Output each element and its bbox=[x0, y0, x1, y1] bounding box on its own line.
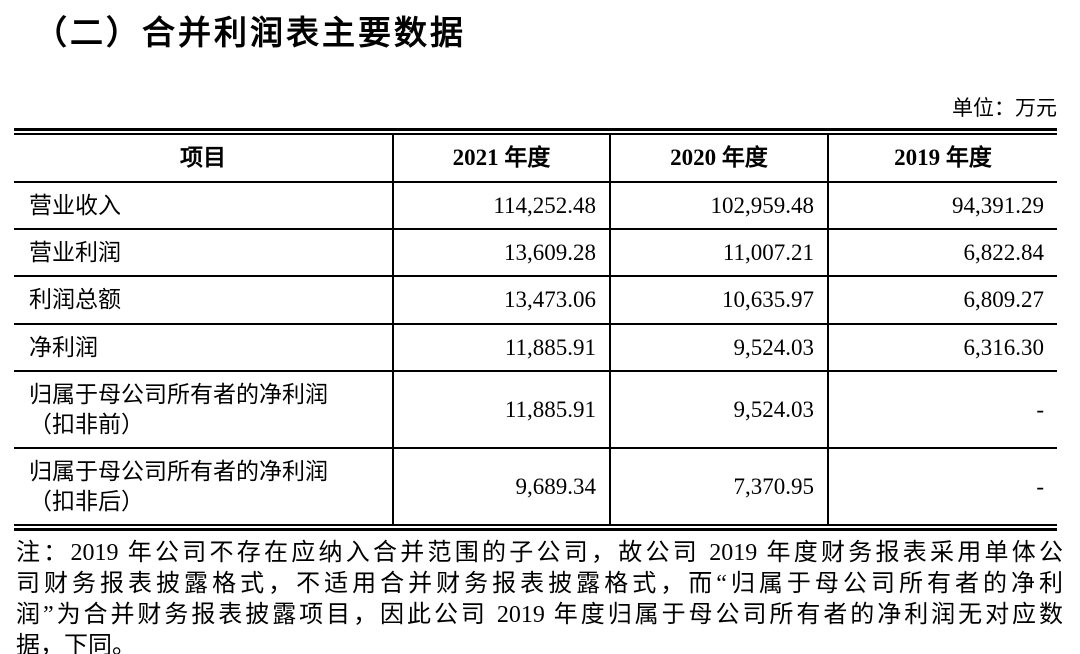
cell-2021: 114,252.48 bbox=[392, 180, 611, 231]
footnote-line: 注：2019 年公司不存在应纳入合并范围的子公司，故公司 2019 年度财务报表… bbox=[16, 540, 1063, 567]
row-label: 营业利润 bbox=[13, 227, 394, 278]
cell-2019: - bbox=[827, 447, 1058, 526]
row-label-line2: （扣非后） bbox=[29, 488, 144, 514]
table-top-double-rule bbox=[14, 128, 1057, 136]
cell-2020: 7,370.95 bbox=[609, 447, 829, 526]
cell-2021: 11,885.91 bbox=[392, 322, 611, 373]
cell-2019: 6,316.30 bbox=[827, 322, 1058, 373]
row-label: 归属于母公司所有者的净利润 （扣非后） bbox=[13, 447, 394, 526]
unit-label: 单位：万元 bbox=[952, 95, 1057, 120]
cell-2019: 6,822.84 bbox=[827, 227, 1058, 278]
cell-2020: 10,635.97 bbox=[609, 275, 829, 325]
section-title: （二）合并利润表主要数据 bbox=[34, 14, 466, 51]
col-header-item: 项目 bbox=[13, 134, 394, 183]
footnote: 注：2019 年公司不存在应纳入合并范围的子公司，故公司 2019 年度财务报表… bbox=[16, 538, 1063, 654]
cell-2020: 9,524.03 bbox=[609, 370, 829, 450]
row-label-line2: （扣非前） bbox=[29, 411, 144, 437]
footnote-line: 据，下同。 bbox=[16, 633, 136, 654]
cell-2021: 13,609.28 bbox=[392, 227, 611, 278]
table-row-total-profit: 利润总额 13,473.06 10,635.97 6,809.27 bbox=[13, 275, 1058, 325]
col-header-2019: 2019 年度 bbox=[827, 134, 1058, 183]
row-label: 利润总额 bbox=[13, 275, 394, 325]
table-bottom-double-rule bbox=[14, 524, 1057, 532]
row-label-line1: 归属于母公司所有者的净利润 bbox=[29, 459, 328, 485]
table-row-operating-revenue: 营业收入 114,252.48 102,959.48 94,391.29 bbox=[13, 180, 1058, 231]
row-label: 营业收入 bbox=[13, 180, 394, 231]
row-label-line1: 归属于母公司所有者的净利润 bbox=[29, 382, 328, 408]
table-row-net-profit: 净利润 11,885.91 9,524.03 6,316.30 bbox=[13, 322, 1058, 373]
cell-2019: - bbox=[827, 370, 1058, 450]
footnote-line: 润”为合并财务报表披露项目，因此公司 2019 年度归属于母公司所有者的净利润无… bbox=[16, 602, 1063, 629]
table-row-parent-net-profit-before: 归属于母公司所有者的净利润 （扣非前） 11,885.91 9,524.03 - bbox=[13, 370, 1058, 450]
table-header-row: 项目 2021 年度 2020 年度 2019 年度 bbox=[13, 134, 1058, 183]
table-row-operating-profit: 营业利润 13,609.28 11,007.21 6,822.84 bbox=[13, 227, 1058, 278]
table-row-parent-net-profit-after: 归属于母公司所有者的净利润 （扣非后） 9,689.34 7,370.95 - bbox=[13, 447, 1058, 526]
cell-2020: 102,959.48 bbox=[609, 180, 829, 231]
row-label: 归属于母公司所有者的净利润 （扣非前） bbox=[13, 370, 394, 450]
cell-2020: 9,524.03 bbox=[609, 322, 829, 373]
col-header-2021: 2021 年度 bbox=[392, 134, 611, 183]
cell-2019: 6,809.27 bbox=[827, 275, 1058, 325]
cell-2021: 11,885.91 bbox=[392, 370, 611, 450]
row-label: 净利润 bbox=[13, 322, 394, 373]
cell-2021: 9,689.34 bbox=[392, 447, 611, 526]
income-statement-table: 项目 2021 年度 2020 年度 2019 年度 营业收入 114,252.… bbox=[13, 134, 1058, 526]
cell-2021: 13,473.06 bbox=[392, 275, 611, 325]
col-header-2020: 2020 年度 bbox=[609, 134, 829, 183]
cell-2020: 11,007.21 bbox=[609, 227, 829, 278]
footnote-line: 司财务报表披露格式，不适用合并财务报表披露格式，而“归属于母公司所有者的净利 bbox=[16, 571, 1063, 598]
cell-2019: 94,391.29 bbox=[827, 180, 1058, 231]
